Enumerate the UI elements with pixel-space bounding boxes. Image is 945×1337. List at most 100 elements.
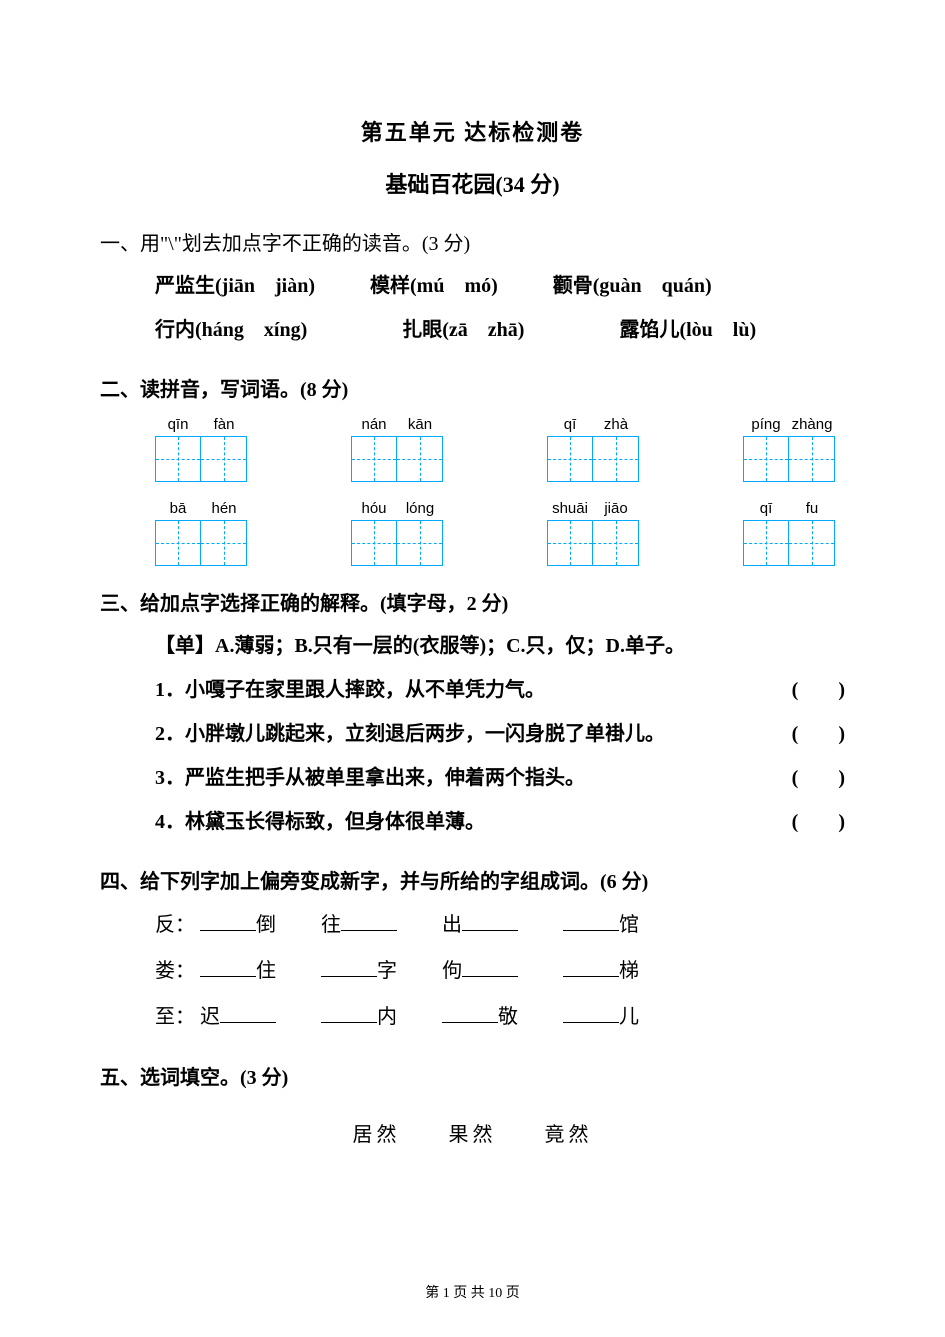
pinyin-label: zhàng bbox=[789, 416, 835, 433]
question-3: 三、给加点字选择正确的解释。(填字母，2 分) 【单】A.薄弱；B.只有一层的(… bbox=[100, 584, 845, 844]
tian-grid[interactable] bbox=[547, 436, 593, 482]
pinyin-box[interactable]: píngzhàng bbox=[743, 416, 835, 482]
tian-grid[interactable] bbox=[155, 520, 201, 566]
tian-grid[interactable] bbox=[743, 436, 789, 482]
q3-item: 4．林黛玉长得标致，但身体很单薄。 ( ) bbox=[155, 800, 845, 844]
q4-char: 迟 bbox=[200, 1006, 220, 1028]
pinyin-box[interactable]: bāhén bbox=[155, 500, 247, 566]
pinyin-label: qī bbox=[743, 500, 789, 517]
answer-paren[interactable]: ( ) bbox=[792, 800, 845, 844]
q3-item: 2．小胖墩儿跳起来，立刻退后两步，一闪身脱了单褂儿。 ( ) bbox=[155, 712, 845, 756]
q4-lead: 反： bbox=[155, 914, 195, 936]
pinyin-label: qī bbox=[547, 416, 593, 433]
q1-word: 露馅儿(lòu lù) bbox=[619, 308, 756, 352]
q4-char: 馆 bbox=[619, 914, 639, 936]
pinyin-label: shuāi bbox=[547, 500, 593, 517]
q4-row: 至： 迟 内 敬 儿 bbox=[155, 994, 845, 1040]
footer-text: 第 bbox=[425, 1286, 443, 1301]
pinyin-label: jiāo bbox=[593, 500, 639, 517]
blank-input[interactable] bbox=[442, 1003, 498, 1023]
q3-text: 1．小嘎子在家里跟人摔跤，从不单凭力气。 bbox=[155, 668, 545, 712]
q4-heading: 四、给下列字加上偏旁变成新字，并与所给的字组成词。(6 分) bbox=[100, 862, 845, 902]
pinyin-label: kān bbox=[397, 416, 443, 433]
q1-word: 行内(háng xíng) bbox=[155, 308, 307, 352]
q5-words: 居然 果然 竟然 bbox=[100, 1118, 845, 1147]
pinyin-label: hén bbox=[201, 500, 247, 517]
question-2: 二、读拼音，写词语。(8 分) qīnfàn nánkān qīzhà píng… bbox=[100, 370, 845, 566]
tian-grid[interactable] bbox=[593, 520, 639, 566]
pinyin-row: bāhén hóulóng shuāijiāo qīfu bbox=[155, 500, 845, 566]
tian-grid[interactable] bbox=[397, 520, 443, 566]
pinyin-label: qīn bbox=[155, 416, 201, 433]
q3-heading: 三、给加点字选择正确的解释。(填字母，2 分) bbox=[100, 584, 845, 624]
pinyin-box[interactable]: shuāijiāo bbox=[547, 500, 639, 566]
q4-char: 字 bbox=[377, 960, 397, 982]
blank-input[interactable] bbox=[220, 1003, 276, 1023]
tian-grid[interactable] bbox=[743, 520, 789, 566]
q4-row: 反： 倒 往 出 馆 bbox=[155, 902, 845, 948]
answer-paren[interactable]: ( ) bbox=[792, 668, 845, 712]
q4-char: 儿 bbox=[619, 1006, 639, 1028]
tian-grid[interactable] bbox=[789, 520, 835, 566]
q4-char: 往 bbox=[321, 914, 341, 936]
tian-grid[interactable] bbox=[397, 436, 443, 482]
tian-grid[interactable] bbox=[155, 436, 201, 482]
q1-heading: 一、用"\"划去加点字不正确的读音。(3 分) bbox=[100, 224, 845, 264]
q1-word: 颧骨(guàn quán) bbox=[553, 264, 712, 308]
pinyin-box[interactable]: hóulóng bbox=[351, 500, 443, 566]
blank-input[interactable] bbox=[321, 1003, 377, 1023]
blank-input[interactable] bbox=[462, 957, 518, 977]
pinyin-label: píng bbox=[743, 416, 789, 433]
footer-current-page: 1 bbox=[443, 1286, 450, 1301]
blank-input[interactable] bbox=[563, 1003, 619, 1023]
page-footer: 第 1 页 共 10 页 bbox=[0, 1282, 945, 1302]
q4-char: 梯 bbox=[619, 960, 639, 982]
tian-grid[interactable] bbox=[351, 436, 397, 482]
tian-grid[interactable] bbox=[201, 436, 247, 482]
footer-total-pages: 10 bbox=[488, 1286, 502, 1301]
blank-input[interactable] bbox=[200, 957, 256, 977]
pinyin-label: zhà bbox=[593, 416, 639, 433]
pinyin-box[interactable]: qīnfàn bbox=[155, 416, 247, 482]
q4-char: 出 bbox=[442, 914, 462, 936]
blank-input[interactable] bbox=[563, 957, 619, 977]
main-title: 第五单元 达标检测卷 bbox=[100, 115, 845, 147]
pinyin-label: bā bbox=[155, 500, 201, 517]
q3-text: 2．小胖墩儿跳起来，立刻退后两步，一闪身脱了单褂儿。 bbox=[155, 712, 665, 756]
q2-heading: 二、读拼音，写词语。(8 分) bbox=[100, 370, 845, 410]
tian-grid[interactable] bbox=[593, 436, 639, 482]
q3-text: 4．林黛玉长得标致，但身体很单薄。 bbox=[155, 800, 485, 844]
q1-word: 严监生(jiān jiàn) bbox=[155, 264, 315, 308]
footer-text: 页 bbox=[502, 1286, 520, 1301]
q4-row: 娄： 住 字 佝 梯 bbox=[155, 948, 845, 994]
question-4: 四、给下列字加上偏旁变成新字，并与所给的字组成词。(6 分) 反： 倒 往 出 … bbox=[100, 862, 845, 1040]
blank-input[interactable] bbox=[563, 911, 619, 931]
q3-definition: 【单】A.薄弱；B.只有一层的(衣服等)；C.只，仅；D.单子。 bbox=[155, 624, 845, 668]
tian-grid[interactable] bbox=[547, 520, 593, 566]
question-5: 五、选词填空。(3 分) 居然 果然 竟然 bbox=[100, 1058, 845, 1147]
tian-grid[interactable] bbox=[351, 520, 397, 566]
q3-text: 3．严监生把手从被单里拿出来，伸着两个指头。 bbox=[155, 756, 585, 800]
pinyin-box[interactable]: qīzhà bbox=[547, 416, 639, 482]
blank-input[interactable] bbox=[321, 957, 377, 977]
tian-grid[interactable] bbox=[789, 436, 835, 482]
q4-char: 住 bbox=[256, 960, 276, 982]
q1-word: 模样(mú mó) bbox=[370, 264, 498, 308]
pinyin-box[interactable]: nánkān bbox=[351, 416, 443, 482]
pinyin-label: fàn bbox=[201, 416, 247, 433]
blank-input[interactable] bbox=[462, 911, 518, 931]
pinyin-box[interactable]: qīfu bbox=[743, 500, 835, 566]
answer-paren[interactable]: ( ) bbox=[792, 756, 845, 800]
question-1: 一、用"\"划去加点字不正确的读音。(3 分) 严监生(jiān jiàn) 模… bbox=[100, 224, 845, 352]
blank-input[interactable] bbox=[341, 911, 397, 931]
q1-word: 扎眼(zā zhā) bbox=[402, 308, 524, 352]
pinyin-label: hóu bbox=[351, 500, 397, 517]
pinyin-row: qīnfàn nánkān qīzhà píngzhàng bbox=[155, 416, 845, 482]
footer-text: 页 共 bbox=[450, 1286, 489, 1301]
q4-char: 敬 bbox=[498, 1006, 518, 1028]
blank-input[interactable] bbox=[200, 911, 256, 931]
tian-grid[interactable] bbox=[201, 520, 247, 566]
answer-paren[interactable]: ( ) bbox=[792, 712, 845, 756]
pinyin-label: lóng bbox=[397, 500, 443, 517]
q5-heading: 五、选词填空。(3 分) bbox=[100, 1058, 845, 1098]
